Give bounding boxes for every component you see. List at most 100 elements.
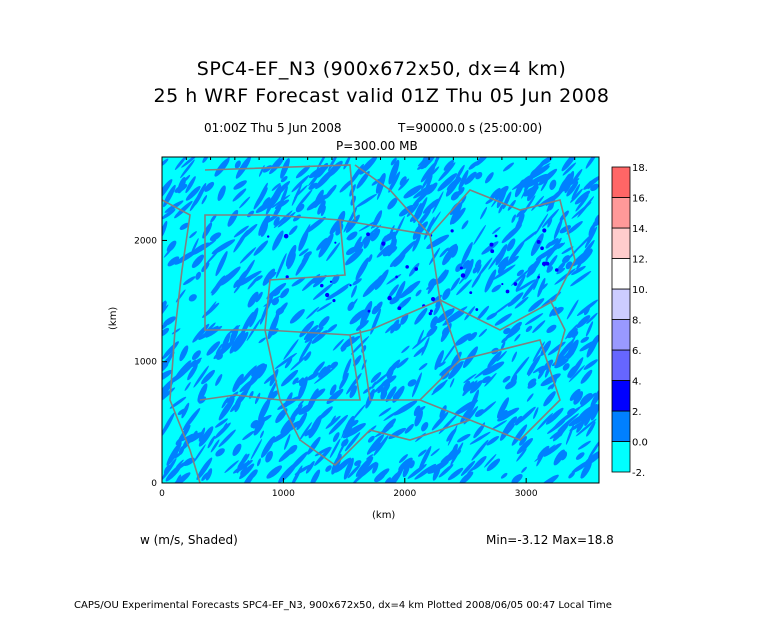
updraft-streak bbox=[500, 472, 508, 479]
updraft-streak bbox=[502, 375, 511, 383]
updraft-streak bbox=[396, 357, 409, 369]
updraft-streak bbox=[163, 316, 176, 326]
colorbar-label: 16. bbox=[632, 194, 648, 205]
updraft-streak bbox=[182, 407, 201, 431]
updraft-streak bbox=[294, 464, 312, 476]
strong-updraft-cell bbox=[429, 309, 433, 313]
updraft-streak bbox=[511, 351, 517, 363]
updraft-streak bbox=[314, 366, 337, 384]
updraft-streak bbox=[400, 313, 409, 325]
updraft-streak bbox=[239, 247, 257, 264]
updraft-streak bbox=[516, 437, 534, 455]
updraft-streak bbox=[556, 267, 566, 275]
updraft-streak bbox=[185, 185, 201, 201]
updraft-streak bbox=[476, 157, 488, 163]
updraft-streak bbox=[179, 222, 190, 230]
updraft-streak bbox=[275, 408, 288, 424]
updraft-streak bbox=[166, 240, 177, 252]
updraft-streak bbox=[266, 465, 283, 479]
updraft-streak bbox=[443, 159, 454, 171]
updraft-streak bbox=[581, 239, 595, 258]
updraft-streak bbox=[566, 181, 579, 197]
strong-updraft-cell bbox=[325, 292, 330, 298]
updraft-streak bbox=[215, 448, 225, 457]
updraft-streak bbox=[524, 173, 548, 188]
updraft-streak bbox=[339, 372, 349, 390]
updraft-streak bbox=[384, 471, 401, 483]
strong-updraft-cell bbox=[489, 242, 494, 247]
plot-subtitle: 25 h WRF Forecast valid 01Z Thu 05 Jun 2… bbox=[153, 85, 610, 107]
updraft-streak bbox=[352, 278, 362, 286]
updraft-streak bbox=[183, 457, 195, 466]
updraft-streak bbox=[434, 350, 444, 370]
updraft-streak bbox=[351, 285, 357, 298]
updraft-streak bbox=[341, 419, 350, 439]
updraft-streak bbox=[310, 469, 321, 483]
updraft-streak bbox=[445, 176, 461, 197]
updraft-streak bbox=[417, 157, 438, 167]
updraft-streak bbox=[496, 397, 510, 419]
strong-updraft-cell bbox=[320, 283, 324, 288]
updraft-streak bbox=[516, 448, 527, 462]
colorbar-swatch bbox=[611, 441, 631, 473]
updraft-streak bbox=[478, 401, 497, 417]
updraft-streak bbox=[378, 407, 392, 417]
strong-updraft-cell bbox=[513, 282, 518, 286]
updraft-streak bbox=[446, 428, 457, 442]
updraft-streak bbox=[344, 432, 361, 452]
updraft-streak bbox=[377, 386, 384, 394]
strong-updraft-cell bbox=[554, 268, 559, 272]
updraft-streak bbox=[449, 201, 463, 225]
updraft-streak bbox=[204, 301, 217, 318]
updraft-streak bbox=[463, 406, 479, 425]
updraft-streak bbox=[430, 316, 438, 329]
updraft-streak bbox=[288, 225, 298, 236]
updraft-streak bbox=[349, 419, 359, 427]
strong-updraft-cell bbox=[332, 299, 336, 303]
strong-updraft-cell bbox=[285, 275, 289, 279]
updraft-streak bbox=[575, 418, 597, 437]
updraft-streak bbox=[329, 184, 337, 194]
updraft-streak bbox=[486, 435, 500, 446]
updraft-streak bbox=[185, 176, 196, 194]
updraft-streak bbox=[551, 419, 566, 431]
updraft-streak bbox=[232, 443, 242, 456]
shaded-field bbox=[162, 157, 599, 483]
updraft-streak bbox=[289, 404, 303, 421]
updraft-streak bbox=[287, 252, 296, 270]
updraft-streak bbox=[345, 214, 360, 233]
strong-updraft-cell bbox=[349, 284, 352, 287]
updraft-streak bbox=[339, 179, 354, 193]
updraft-streak bbox=[421, 336, 430, 356]
updraft-streak bbox=[472, 265, 480, 274]
updraft-streak bbox=[540, 340, 551, 356]
updraft-streak bbox=[586, 334, 599, 358]
updraft-streak bbox=[193, 365, 209, 388]
updraft-streak bbox=[318, 366, 328, 378]
updraft-streak bbox=[291, 276, 306, 287]
updraft-streak bbox=[362, 386, 373, 394]
updraft-streak bbox=[389, 252, 406, 268]
updraft-streak bbox=[571, 202, 592, 219]
updraft-streak bbox=[180, 159, 195, 179]
colorbar-label: 18. bbox=[632, 163, 648, 174]
updraft-streak bbox=[590, 183, 599, 192]
updraft-streak bbox=[183, 276, 196, 286]
updraft-streak bbox=[417, 209, 431, 226]
updraft-streak bbox=[588, 224, 595, 237]
updraft-streak bbox=[272, 230, 284, 251]
updraft-streak bbox=[234, 160, 241, 169]
updraft-streak bbox=[431, 411, 449, 431]
updraft-streak bbox=[474, 409, 485, 418]
updraft-streak bbox=[162, 341, 179, 360]
updraft-streak bbox=[462, 381, 475, 397]
updraft-streak bbox=[299, 422, 312, 441]
updraft-streak bbox=[580, 336, 590, 343]
updraft-streak bbox=[297, 400, 304, 407]
strong-updraft-cell bbox=[414, 267, 419, 271]
updraft-streak bbox=[351, 404, 366, 422]
updraft-streak bbox=[215, 343, 223, 355]
updraft-streak bbox=[494, 313, 512, 326]
updraft-streak bbox=[331, 274, 340, 285]
updraft-streak bbox=[221, 397, 229, 409]
